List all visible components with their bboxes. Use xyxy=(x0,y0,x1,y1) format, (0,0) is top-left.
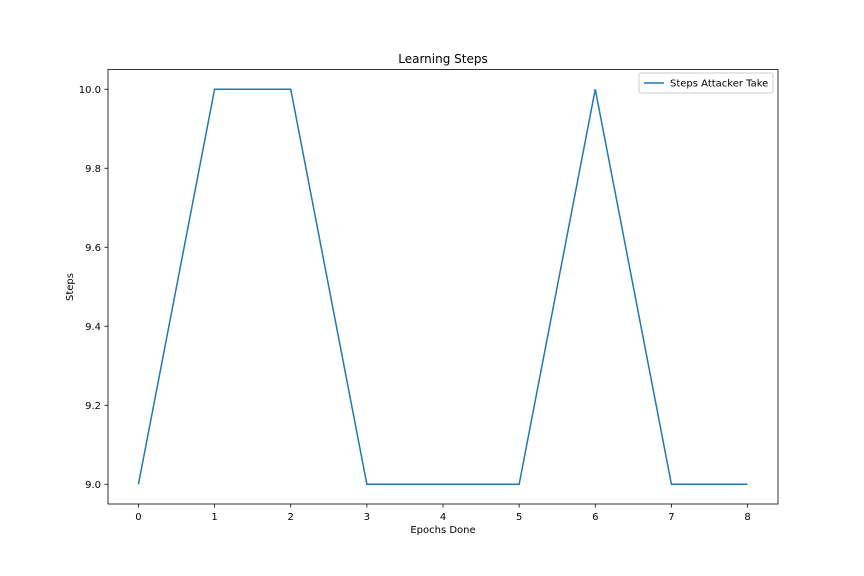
y-tick-label: 9.8 xyxy=(85,164,101,175)
x-tick-label: 5 xyxy=(516,512,522,523)
series-layer xyxy=(137,88,748,485)
x-tick-label: 0 xyxy=(135,512,141,523)
x-tick-label: 8 xyxy=(744,512,750,523)
y-tick-label: 9.4 xyxy=(85,322,101,333)
y-tick-label: 10.0 xyxy=(79,85,101,96)
x-tick-label: 1 xyxy=(211,512,217,523)
legend-label: Steps Attacker Take xyxy=(670,79,768,90)
y-axis-ticks: 9.0 9.2 9.4 9.6 9.8 10.0 xyxy=(79,85,108,491)
plot-area-frame xyxy=(107,69,779,505)
series-line xyxy=(137,88,748,485)
chart-title: Learning Steps xyxy=(398,52,487,66)
x-tick-label: 7 xyxy=(668,512,674,523)
x-tick-label: 4 xyxy=(440,512,446,523)
y-axis-label: Steps xyxy=(65,273,76,301)
x-tick-label: 3 xyxy=(364,512,370,523)
y-tick-label: 9.6 xyxy=(85,243,101,254)
x-tick-label: 2 xyxy=(288,512,294,523)
x-axis-ticks: 0 1 2 3 4 5 6 7 8 xyxy=(135,504,751,523)
x-axis-label: Epochs Done xyxy=(410,525,475,536)
legend: Steps Attacker Take xyxy=(638,72,774,94)
y-tick-label: 9.0 xyxy=(85,480,101,491)
y-tick-label: 9.2 xyxy=(85,401,101,412)
legend-box xyxy=(638,72,774,94)
x-tick-label: 6 xyxy=(592,512,598,523)
